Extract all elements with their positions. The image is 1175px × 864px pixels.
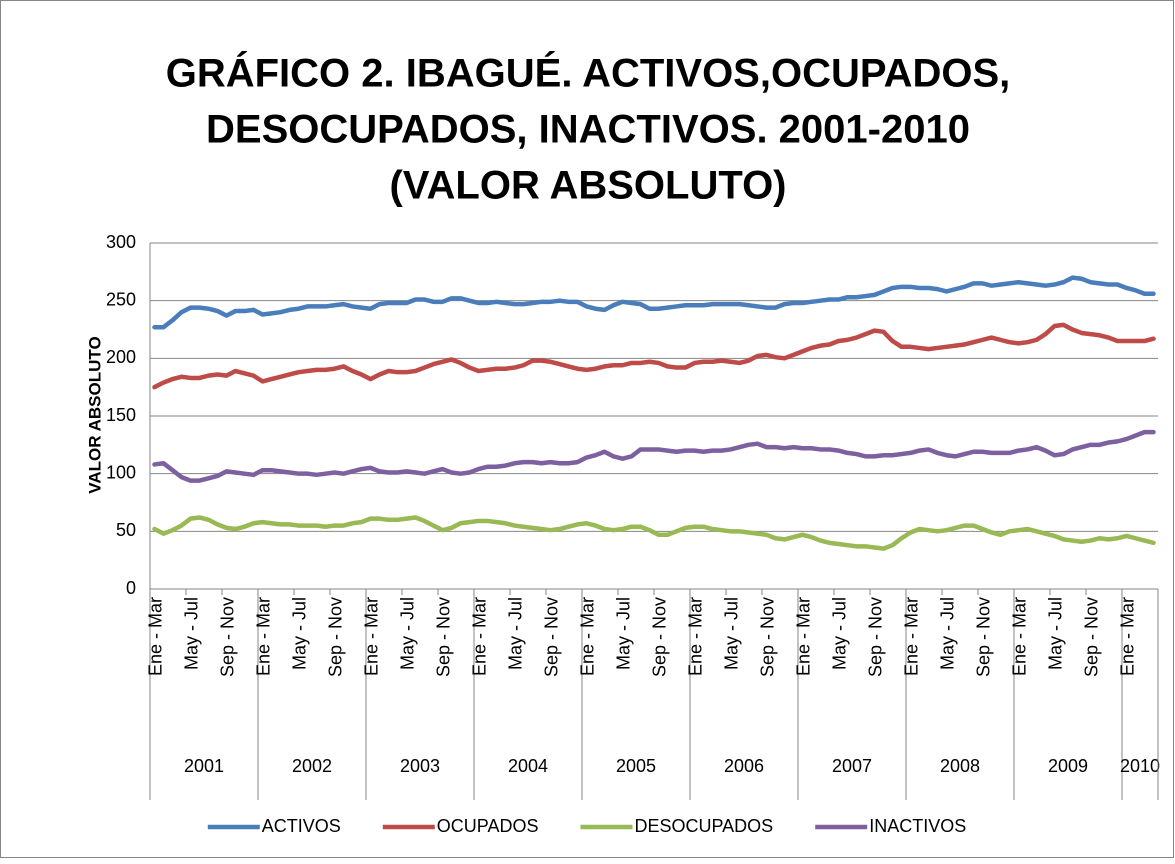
- year-label: 2003: [400, 756, 440, 776]
- x-tick-label: Ene - Mar: [145, 597, 165, 676]
- chart-title: DESOCUPADOS, INACTIVOS. 2001-2010: [206, 108, 970, 152]
- year-label: 2008: [940, 756, 980, 776]
- legend-label: DESOCUPADOS: [634, 816, 773, 836]
- x-tick-label: Ene - Mar: [793, 597, 813, 676]
- y-tick-label: 50: [116, 520, 136, 540]
- series-line: [152, 515, 1156, 551]
- series-line: [152, 322, 1156, 390]
- y-tick-label: 100: [106, 462, 136, 482]
- x-tick-label: May - Jul: [289, 597, 309, 670]
- series-line: [152, 275, 1156, 330]
- x-tick-label: Sep - Nov: [217, 597, 237, 677]
- x-tick-label: Sep - Nov: [1081, 597, 1101, 677]
- x-tick-label: Ene - Mar: [1117, 597, 1137, 676]
- x-tick-label: May - Jul: [937, 597, 957, 670]
- year-label: 2001: [184, 756, 224, 776]
- x-tick-label: May - Jul: [397, 597, 417, 670]
- year-label: 2005: [616, 756, 656, 776]
- year-label: 2004: [508, 756, 548, 776]
- x-tick-label: Sep - Nov: [649, 597, 669, 677]
- x-tick-label: Ene - Mar: [577, 597, 597, 676]
- x-tick-label: Sep - Nov: [433, 597, 453, 677]
- y-tick-label: 250: [106, 289, 136, 309]
- series-line: [152, 429, 1156, 483]
- x-tick-label: Sep - Nov: [865, 597, 885, 677]
- legend-label: ACTIVOS: [262, 816, 341, 836]
- y-tick-label: 300: [106, 232, 136, 252]
- x-tick-label: May - Jul: [613, 597, 633, 670]
- x-tick-label: Sep - Nov: [757, 597, 777, 677]
- y-tick-label: 0: [126, 578, 136, 598]
- x-tick-label: Sep - Nov: [325, 597, 345, 677]
- chart-title: GRÁFICO 2. IBAGUÉ. ACTIVOS,OCUPADOS,: [166, 51, 1011, 96]
- x-tick-label: May - Jul: [829, 597, 849, 670]
- legend-label: OCUPADOS: [437, 816, 539, 836]
- year-label: 2007: [832, 756, 872, 776]
- x-tick-label: May - Jul: [505, 597, 525, 670]
- x-tick-label: May - Jul: [181, 597, 201, 670]
- x-tick-label: Ene - Mar: [1009, 597, 1029, 676]
- x-tick-label: May - Jul: [721, 597, 741, 670]
- x-tick-label: May - Jul: [1045, 597, 1065, 670]
- x-tick-label: Sep - Nov: [973, 597, 993, 677]
- chart-title: (VALOR ABSOLUTO): [389, 164, 786, 208]
- x-tick-label: Sep - Nov: [541, 597, 561, 677]
- x-tick-label: Ene - Mar: [901, 597, 921, 676]
- year-label: 2002: [292, 756, 332, 776]
- x-tick-label: Ene - Mar: [469, 597, 489, 676]
- year-label: 2009: [1048, 756, 1088, 776]
- legend-label: INACTIVOS: [869, 816, 966, 836]
- y-axis-label: VALOR ABSOLUTO: [85, 336, 104, 493]
- x-tick-label: Ene - Mar: [685, 597, 705, 676]
- x-tick-label: Ene - Mar: [253, 597, 273, 676]
- y-tick-label: 150: [106, 405, 136, 425]
- year-label: 2006: [724, 756, 764, 776]
- y-tick-label: 200: [106, 347, 136, 367]
- year-label: 2010: [1120, 756, 1160, 776]
- x-tick-label: Ene - Mar: [361, 597, 381, 676]
